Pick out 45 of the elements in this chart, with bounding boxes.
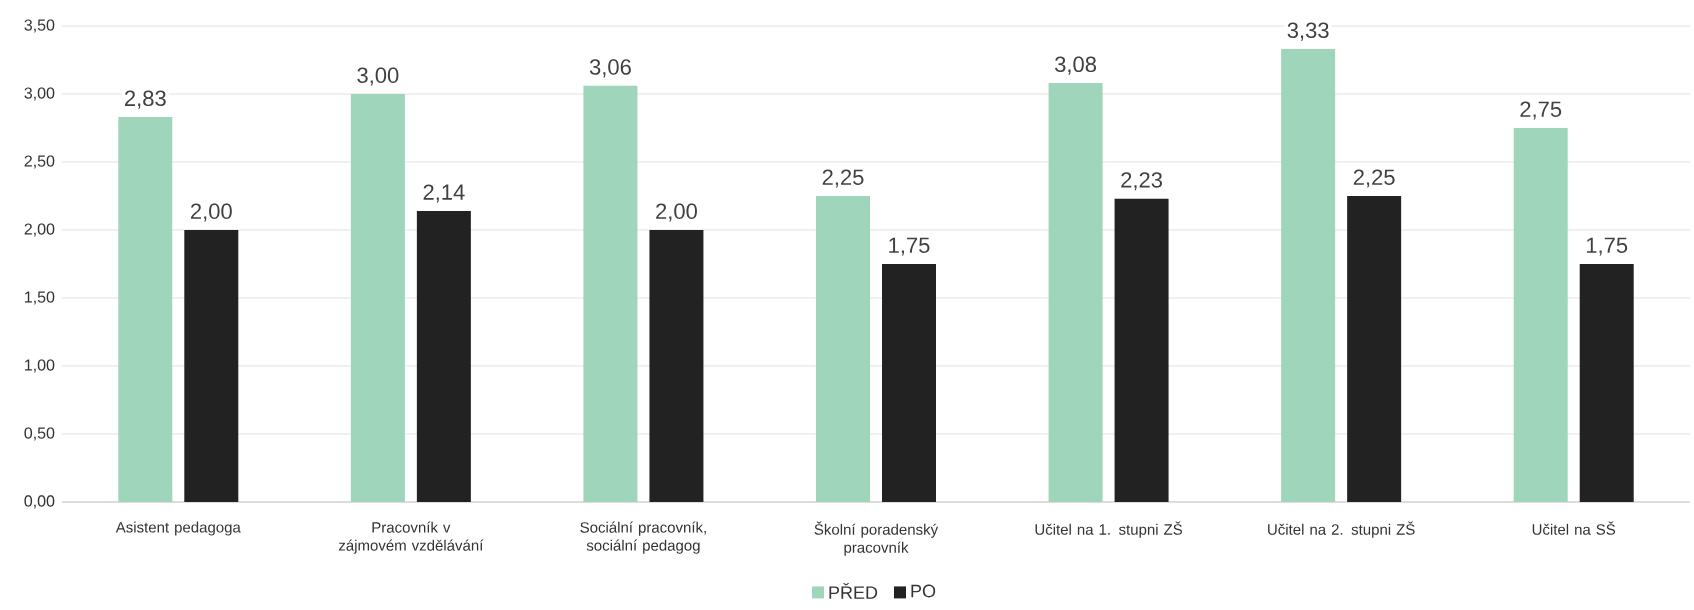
bar [1513,128,1568,503]
y-tick-label: 1,00 [25,359,55,373]
data-label: 2,14 [423,184,465,203]
y-tick-label: 2,50 [24,155,55,169]
data-label: 2,25 [822,169,864,188]
bar [350,94,405,503]
y-tick-label: 2,00 [24,223,55,237]
bar [816,196,870,503]
data-label: 3,06 [589,59,631,78]
y-tick-label: 1,50 [25,291,55,305]
legend-label: PŘED [829,583,878,599]
bar [416,211,471,503]
data-label: 1,75 [1586,237,1628,256]
data-label: 2,25 [1353,169,1395,188]
x-tick-label: Sociální pracovník, sociální pedagog [580,521,706,554]
x-tick-label: Asistent pedagoga [115,521,241,536]
x-tick-label: Učitel na 1. stupni ZŠ [1035,521,1183,538]
data-label: 2,00 [190,203,232,222]
data-label: 2,00 [656,203,697,222]
y-tick-label: 3,00 [24,87,55,101]
bar [118,117,173,503]
x-tick-label: Učitel na SŠ [1532,521,1616,535]
bar [1048,83,1103,503]
bar [1347,196,1402,503]
bar [1281,49,1336,503]
legend-label: PO [911,584,936,598]
bar [184,230,239,503]
data-label: 2,75 [1520,101,1562,120]
data-label: 2,23 [1121,172,1162,191]
bar [583,85,638,503]
y-tick-label: 0,50 [24,427,55,441]
data-label: 3,08 [1055,56,1096,75]
bar [1579,264,1634,503]
data-label: 2,83 [124,90,166,109]
x-tick-label: Učitel na 2. stupni ZŠ [1268,521,1415,538]
y-tick-label: 0,00 [24,495,55,509]
y-tick-label: 3,50 [24,19,55,33]
data-label: 1,75 [889,237,930,256]
x-tick-label: Školní poradenský pracovník [814,521,939,556]
x-tick-label: Pracovník v zájmovém vzdělávání [338,521,484,554]
data-label: 3,00 [357,67,399,86]
bar [1114,198,1169,503]
bar [649,230,704,503]
data-label: 3,33 [1287,22,1329,41]
bar [882,264,937,503]
